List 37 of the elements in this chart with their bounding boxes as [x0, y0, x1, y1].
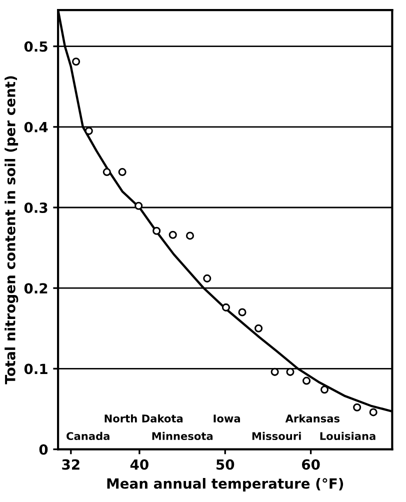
annotation: Louisiana: [320, 432, 376, 440]
point: [72, 58, 80, 66]
y-tick-label: 0.1: [24, 364, 48, 374]
x-tick-label: 60: [302, 459, 320, 470]
x-axis-title: Mean annual temperature (°F): [107, 478, 344, 492]
annotation: North Dakota: [104, 414, 183, 422]
point: [320, 386, 329, 394]
annotation: Iowa: [214, 414, 240, 422]
point: [238, 308, 246, 316]
x-tick-label: 40: [130, 459, 148, 470]
point: [369, 408, 378, 416]
annotation: Missouri: [252, 432, 301, 440]
point: [102, 168, 111, 176]
annotation: Arkansas: [285, 414, 340, 422]
point: [186, 232, 194, 240]
point: [353, 403, 362, 412]
point: [222, 303, 230, 312]
point: [84, 126, 93, 135]
point: [134, 202, 143, 210]
point: [168, 230, 177, 239]
point: [118, 168, 126, 176]
annotation: Canada: [66, 432, 110, 440]
point: [302, 376, 311, 385]
y-tick-label: 0.4: [24, 122, 48, 132]
point: [203, 274, 212, 282]
y-tick-label: 0.2: [24, 283, 48, 294]
annotation: Minnesota: [152, 432, 213, 440]
y-tick-label: 0.5: [24, 41, 48, 52]
point: [254, 324, 263, 332]
y-tick-label: 0: [39, 444, 48, 455]
x-tick-label: 50: [216, 459, 234, 470]
point: [286, 368, 294, 376]
y-axis-title: Total nitrogen content in soil (per cent): [4, 76, 18, 384]
point: [270, 368, 279, 376]
point: [152, 226, 161, 235]
y-tick-label: 0.3: [24, 202, 48, 213]
x-tick-label: 32: [62, 459, 80, 470]
